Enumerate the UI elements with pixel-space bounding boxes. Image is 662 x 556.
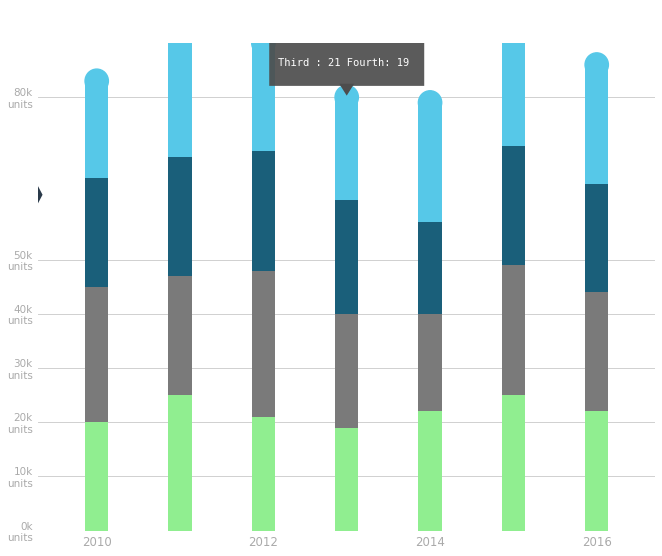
Bar xyxy=(335,97,358,200)
Bar xyxy=(335,314,358,428)
Text: First : 19 Second: 21: First : 19 Second: 21 xyxy=(278,30,409,40)
Bar xyxy=(85,81,109,178)
Bar xyxy=(502,22,525,146)
Ellipse shape xyxy=(252,31,275,55)
Text: 80: 80 xyxy=(321,2,335,12)
Bar xyxy=(85,422,109,530)
Bar xyxy=(335,428,358,530)
Bar xyxy=(252,417,275,530)
Bar xyxy=(585,292,608,411)
Bar xyxy=(85,287,109,422)
FancyBboxPatch shape xyxy=(269,0,424,86)
Bar xyxy=(168,276,192,395)
Bar xyxy=(502,395,525,530)
Bar xyxy=(502,265,525,395)
FancyArrow shape xyxy=(36,185,42,204)
Bar xyxy=(418,314,442,411)
Bar xyxy=(85,178,109,287)
Ellipse shape xyxy=(418,91,442,115)
Bar xyxy=(168,395,192,530)
Bar xyxy=(585,184,608,292)
Bar xyxy=(585,64,608,184)
Bar xyxy=(585,411,608,530)
Text: Third : 21 Fourth: 19: Third : 21 Fourth: 19 xyxy=(278,58,409,68)
Polygon shape xyxy=(339,84,354,96)
Bar xyxy=(335,200,358,314)
Ellipse shape xyxy=(85,69,109,93)
Bar xyxy=(418,103,442,222)
Ellipse shape xyxy=(502,9,525,33)
Bar xyxy=(252,271,275,417)
Ellipse shape xyxy=(335,85,358,109)
Bar xyxy=(168,38,192,157)
Text: Total: Total xyxy=(278,2,312,12)
Bar xyxy=(252,43,275,151)
Ellipse shape xyxy=(168,26,192,49)
Ellipse shape xyxy=(585,53,608,77)
Bar xyxy=(252,151,275,271)
Bar xyxy=(418,222,442,314)
Bar xyxy=(418,411,442,530)
Bar xyxy=(168,157,192,276)
Bar xyxy=(502,146,525,265)
